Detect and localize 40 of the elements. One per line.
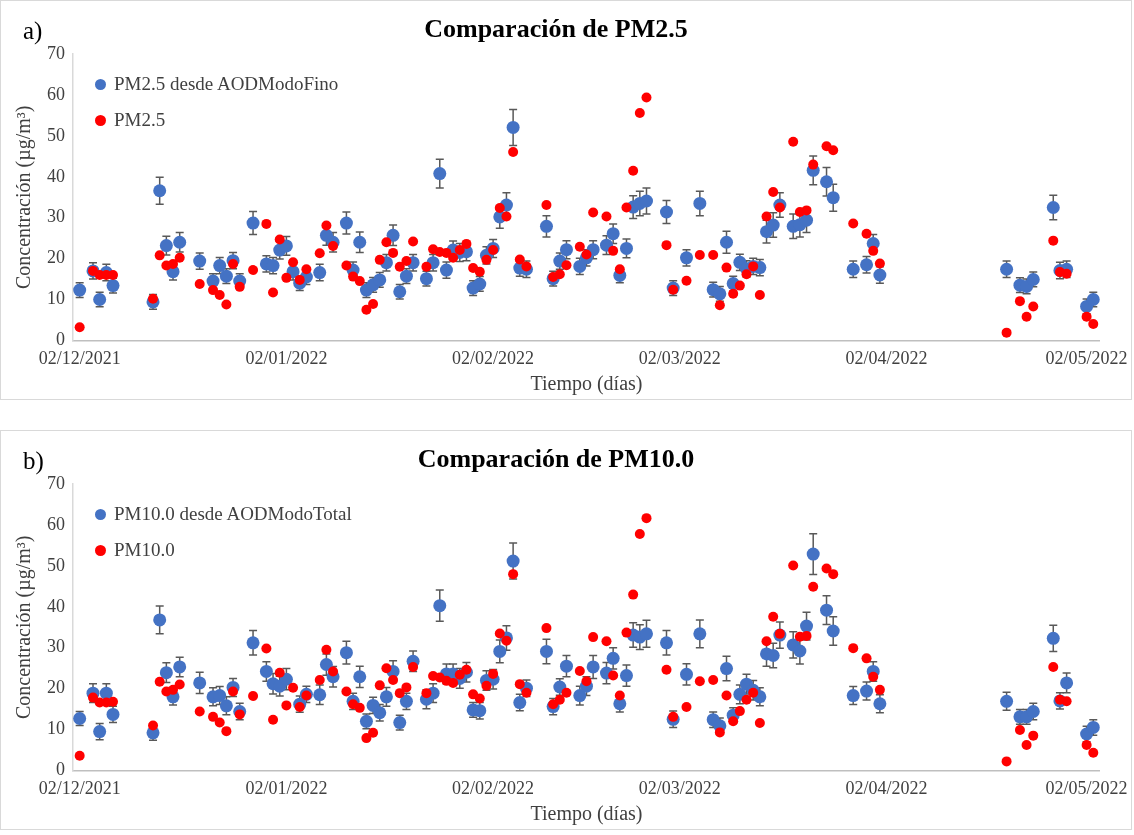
y-tick-label: 50 (47, 554, 65, 575)
legend-label: PM2.5 desde AODModoFino (114, 72, 339, 97)
y-tick-label: 40 (47, 165, 65, 186)
y-axis-title: Concentración (µg/m³) (12, 535, 36, 720)
text: b) (23, 447, 44, 475)
y-tick-label: 10 (47, 718, 65, 739)
y-tick-label: 70 (47, 42, 65, 63)
x-tick-label: 02/03/2022 (638, 347, 721, 368)
y-tick-label: 20 (47, 677, 65, 698)
x-tick-label: 02/05/2022 (1045, 347, 1128, 368)
legend-label: PM10.0 (114, 538, 175, 563)
y-tick-label: 40 (47, 595, 65, 616)
x-tick-label: 02/02/2022 (452, 777, 535, 798)
x-tick-label: 02/12/2021 (38, 777, 121, 798)
x-axis-title: Tiempo (días) (530, 802, 643, 826)
y-axis-title: Concentración (µg/m³) (12, 105, 36, 290)
y-tick-label: 10 (47, 288, 65, 309)
x-axis-title: Tiempo (días) (530, 372, 643, 396)
legend-label: PM2.5 (114, 108, 166, 133)
x-tick-label: 02/01/2022 (245, 777, 328, 798)
x-tick-label: 02/03/2022 (638, 777, 721, 798)
y-tick-label: 30 (47, 206, 65, 227)
chart-title: Comparación de PM2.5 (424, 14, 688, 44)
y-tick-label: 50 (47, 124, 65, 145)
x-tick-label: 02/05/2022 (1045, 777, 1128, 798)
x-tick-label: 02/04/2022 (845, 777, 928, 798)
legend-label: PM10.0 desde AODModoTotal (114, 502, 352, 527)
x-tick-label: 02/01/2022 (245, 347, 328, 368)
y-tick-label: 60 (47, 513, 65, 534)
chart-title: Comparación de PM10.0 (417, 444, 695, 474)
y-tick-label: 0 (56, 329, 65, 350)
y-tick-label: 60 (47, 83, 65, 104)
y-tick-label: 70 (47, 472, 65, 493)
x-tick-label: 02/12/2021 (38, 347, 121, 368)
y-tick-label: 20 (47, 247, 65, 268)
x-tick-label: 02/02/2022 (452, 347, 535, 368)
y-tick-label: 0 (56, 759, 65, 780)
y-tick-label: 30 (47, 636, 65, 657)
x-tick-label: 02/04/2022 (845, 347, 928, 368)
text: a) (23, 17, 43, 45)
